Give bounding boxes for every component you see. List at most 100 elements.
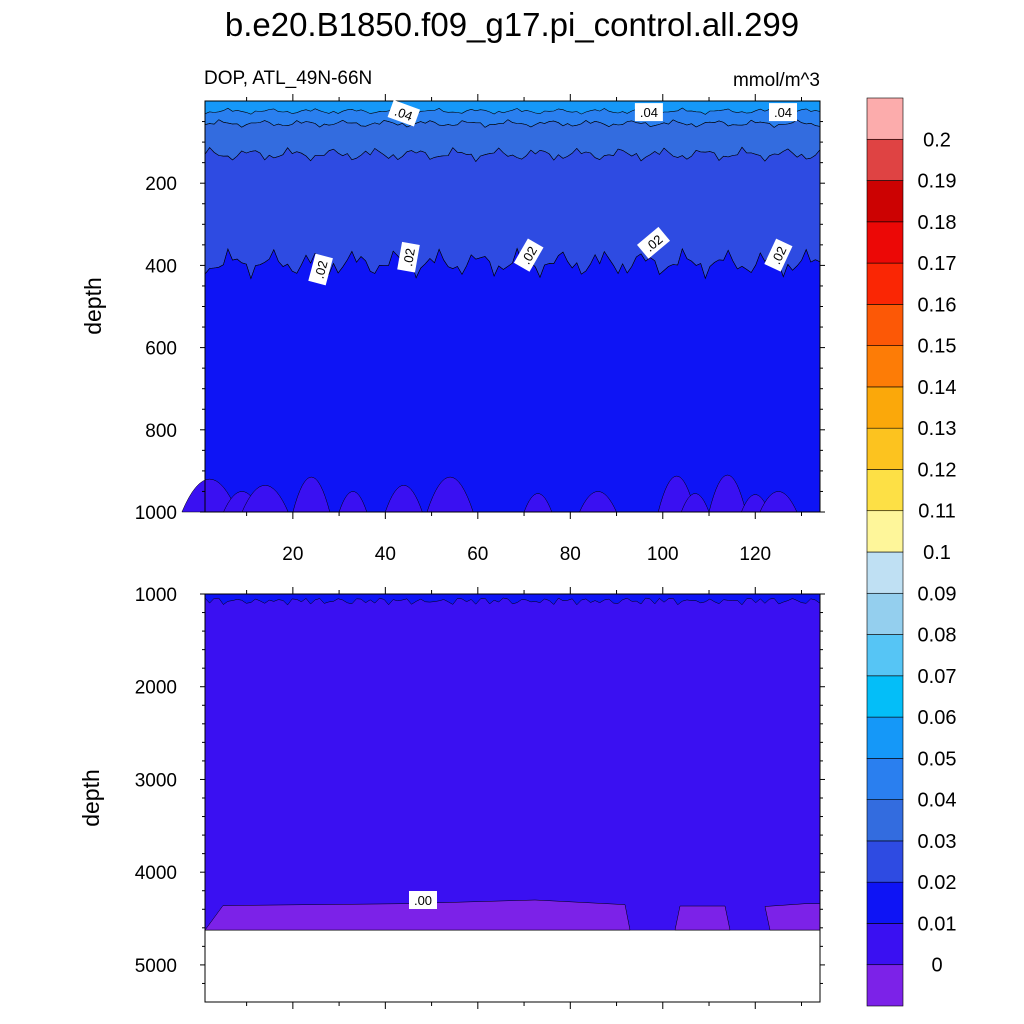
colorbar-swatch [866,551,904,594]
contour-label: .04 [387,100,421,127]
contour-label-bg [634,103,663,122]
contour-label-text: .00 [414,893,432,908]
colorbar-label: 0.11 [918,501,955,523]
contour-label: .02 [764,238,793,272]
x-tick-label: 120 [739,544,771,565]
contour-label: .04 [634,103,663,122]
upper-panel: 200 400 600 800 1000 20 40 60 80 100 120 .04 .04 .04.… [135,94,825,565]
x-tick-label: 100 [647,544,679,565]
colorbar-swatch [866,510,904,553]
chart-title: b.e20.B1850.f09_g17.pi_control.all.299 [225,6,799,43]
y-tick-label: 1000 [135,585,177,606]
colorbar-swatch [866,964,904,1007]
contour-label-text: .02 [768,244,789,267]
contour-label: .02 [397,241,420,273]
colorbar-swatch [866,758,904,800]
colorbar-label: 0.17 [918,253,957,275]
colorbar-label: 0.2 [923,129,951,151]
contour-patch-0.00-0.01 [426,477,474,513]
y-tick-label: 1000 [135,503,177,524]
colorbar-swatch [866,427,904,470]
colorbar-swatch [866,221,904,264]
contour-label: .00 [409,891,437,909]
contour-label: .02 [308,253,333,286]
colorbar-label: 0.07 [918,666,957,688]
contour-label-text: .02 [311,259,330,280]
colorbar-swatch [866,97,904,140]
y-tick-label: 200 [145,174,177,195]
y-tick-label: 4000 [135,863,177,884]
contour-label-bg [387,100,421,127]
colorbar-label: 0.18 [918,212,957,234]
contour-label-text: .02 [400,247,418,267]
colorbar-label: 0.05 [918,748,957,770]
colorbar-swatch [866,675,904,718]
contour-label-bg [636,226,671,259]
contour-band-0.05-0.06 [205,101,820,115]
colorbar-swatch [866,304,904,346]
y-tick-label: 2000 [135,678,177,699]
x-tick-label: 40 [375,544,396,565]
colorbar-label: 0.01 [918,914,957,936]
colorbar-label: 0.19 [918,171,957,193]
contour-band-0.00-0.01 [205,594,820,931]
contour-label: .04 [769,103,797,122]
colorbar-label: 0.1 [923,542,951,564]
lower-panel: 1000 2000 3000 4000 5000 .00 [135,585,825,1009]
colorbar-label: 0.16 [918,294,957,316]
y-tick-label: 600 [145,339,177,360]
y-tick-label: 800 [145,421,177,442]
x-tick-label: 80 [560,544,581,565]
contour-patch-0.00-0.01 [241,485,289,513]
colorbar-swatch [866,881,904,924]
contour-label: .02 [513,238,544,272]
colorbar-label: 0.02 [918,872,957,894]
contour-patch-0.00-0.01 [292,477,331,513]
contour-band-below-0 [764,903,821,931]
contour-patch-0.00-0.01 [384,485,423,513]
contour-band-0.01-0.02 [204,593,821,606]
colorbar-label: 0.09 [918,583,957,605]
colorbar-swatch [866,716,904,759]
contour-label-bg [513,238,544,272]
colorbar-swatch [866,180,904,223]
contour-label-text: .04 [640,105,658,120]
units-label: mmol/m^3 [733,70,820,91]
colorbar-label: 0.08 [918,625,957,647]
contour-band-below-0 [674,905,731,931]
contour-band-0.01-0.02 [204,247,821,513]
colorbar-label: 0.06 [918,707,957,729]
contour-label-bg [409,891,437,909]
y-tick-label: 3000 [135,770,177,791]
colorbar-swatch [866,634,904,677]
colorbar-swatch [866,345,904,388]
colorbar-label: 0.15 [918,336,957,358]
x-tick-label: 60 [467,544,488,565]
variable-label: DOP, ATL_49N-66N [204,68,372,89]
y-tick-label: 5000 [135,956,177,977]
colorbar-swatch [866,799,904,842]
colorbar-label: 0 [931,955,942,977]
contour-label-text: .04 [774,105,792,120]
x-tick-label: 20 [282,544,303,565]
contour-label-text: .04 [393,104,415,124]
contour-label-bg [769,103,797,122]
colorbar-label: 0.12 [918,460,957,482]
colorbar-swatch [866,592,904,635]
colorbar-swatch [866,386,904,429]
contour-label-bg [397,241,420,273]
lower-y-axis-label: depth [78,769,104,827]
colorbar-swatch [866,923,904,966]
colorbar-label: 0.14 [918,377,957,399]
contour-label-bg [764,238,793,272]
colorbar-label: 0.04 [918,790,957,812]
colorbar-swatch [866,840,904,883]
colorbar-label: 0.03 [918,831,957,853]
colorbar-swatch [866,138,904,181]
colorbar: 0 0.01 0.02 0.03 0.04 0.05 0.06 0.07 0.08 0.09 0.1… [866,97,957,1007]
colorbar-swatch [866,262,904,305]
colorbar-label: 0.13 [918,418,957,440]
colorbar-swatch [866,469,904,512]
contour-label-bg [308,253,333,286]
